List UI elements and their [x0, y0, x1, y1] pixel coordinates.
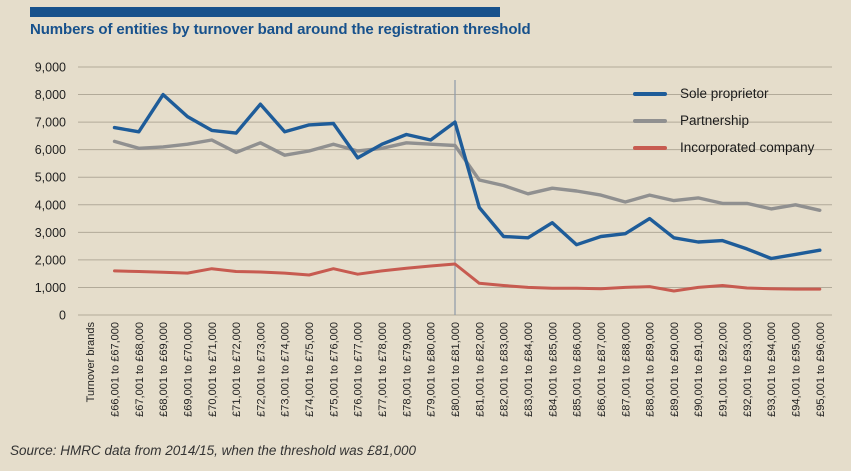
x-tick-label: £74,001 to £75,000	[304, 322, 316, 417]
x-tick-label: £84,001 to £85,000	[547, 322, 559, 417]
chart-title: Numbers of entities by turnover band aro…	[30, 21, 531, 38]
legend-label-partnership: Partnership	[680, 113, 750, 128]
x-tick-label: £68,001 to £69,000	[158, 322, 170, 417]
x-tick-label: £79,001 to £80,000	[426, 322, 438, 417]
y-tick-label: 4,000	[35, 198, 66, 212]
x-tick-label: £88,001 to £89,000	[645, 322, 657, 417]
y-tick-label: 8,000	[35, 88, 66, 102]
x-tick-label: £80,001 to £81,000	[450, 322, 462, 417]
x-axis-label: Turnover brands	[85, 322, 97, 403]
x-tick-label: £85,001 to £86,000	[572, 322, 584, 417]
x-tick-label: £93,001 to £94,000	[766, 322, 778, 417]
x-tick-label: £89,001 to £90,000	[669, 322, 681, 417]
x-tick-label: £66,001 to £67,000	[109, 322, 121, 417]
x-tick-label: £77,001 to £78,000	[377, 322, 389, 417]
y-tick-label: 1,000	[35, 281, 66, 295]
legend-label-sole-proprietor: Sole proprietor	[680, 86, 769, 101]
y-tick-label: 7,000	[35, 116, 66, 130]
x-tick-label: £78,001 to £79,000	[401, 322, 413, 417]
x-tick-label: £94,001 to £95,000	[791, 322, 803, 417]
chart-legend: Sole proprietor Partnership Incorporated…	[633, 85, 814, 166]
legend-item-sole-proprietor: Sole proprietor	[633, 85, 814, 102]
source-note: Source: HMRC data from 2014/15, when the…	[10, 443, 416, 458]
x-tick-label: £95,001 to £96,000	[815, 322, 827, 417]
x-tick-label: £86,001 to £87,000	[596, 322, 608, 417]
legend-item-incorporated-company: Incorporated company	[633, 139, 814, 156]
x-tick-label: £76,001 to £77,000	[353, 322, 365, 417]
y-tick-label: 2,000	[35, 253, 66, 267]
y-tick-label: 5,000	[35, 171, 66, 185]
x-tick-label: £87,001 to £88,000	[620, 322, 632, 417]
x-tick-label: £72,001 to £73,000	[255, 322, 267, 417]
series-line-sole-proprietor	[112, 92, 822, 261]
x-tick-label: £67,001 to £68,000	[134, 322, 146, 417]
x-tick-label: £82,001 to £83,000	[499, 322, 511, 417]
x-tick-label: £83,001 to £84,000	[523, 322, 535, 417]
x-tick-label: £90,001 to £91,000	[693, 322, 705, 417]
legend-swatch-incorporated-company	[633, 145, 667, 150]
legend-swatch-sole-proprietor	[633, 91, 667, 96]
x-tick-label: £91,001 to £92,000	[718, 322, 730, 417]
x-tick-label: £70,001 to £71,000	[207, 322, 219, 417]
x-tick-label: £73,001 to £74,000	[280, 322, 292, 417]
y-tick-label: 3,000	[35, 226, 66, 240]
y-tick-label: 9,000	[35, 61, 66, 75]
y-tick-label: 6,000	[35, 143, 66, 157]
x-tick-label: £69,001 to £70,000	[182, 322, 194, 417]
x-tick-label: £92,001 to £93,000	[742, 322, 754, 417]
x-tick-label: £81,001 to £82,000	[474, 322, 486, 417]
x-tick-label: £71,001 to £72,000	[231, 322, 243, 417]
x-tick-label: £75,001 to £76,000	[328, 322, 340, 417]
y-tick-label: 0	[59, 309, 66, 323]
series-line-incorporated-company	[113, 262, 822, 293]
legend-label-incorporated-company: Incorporated company	[680, 140, 815, 155]
legend-swatch-partnership	[633, 118, 667, 123]
title-accent-bar	[30, 7, 500, 17]
legend-item-partnership: Partnership	[633, 112, 814, 129]
